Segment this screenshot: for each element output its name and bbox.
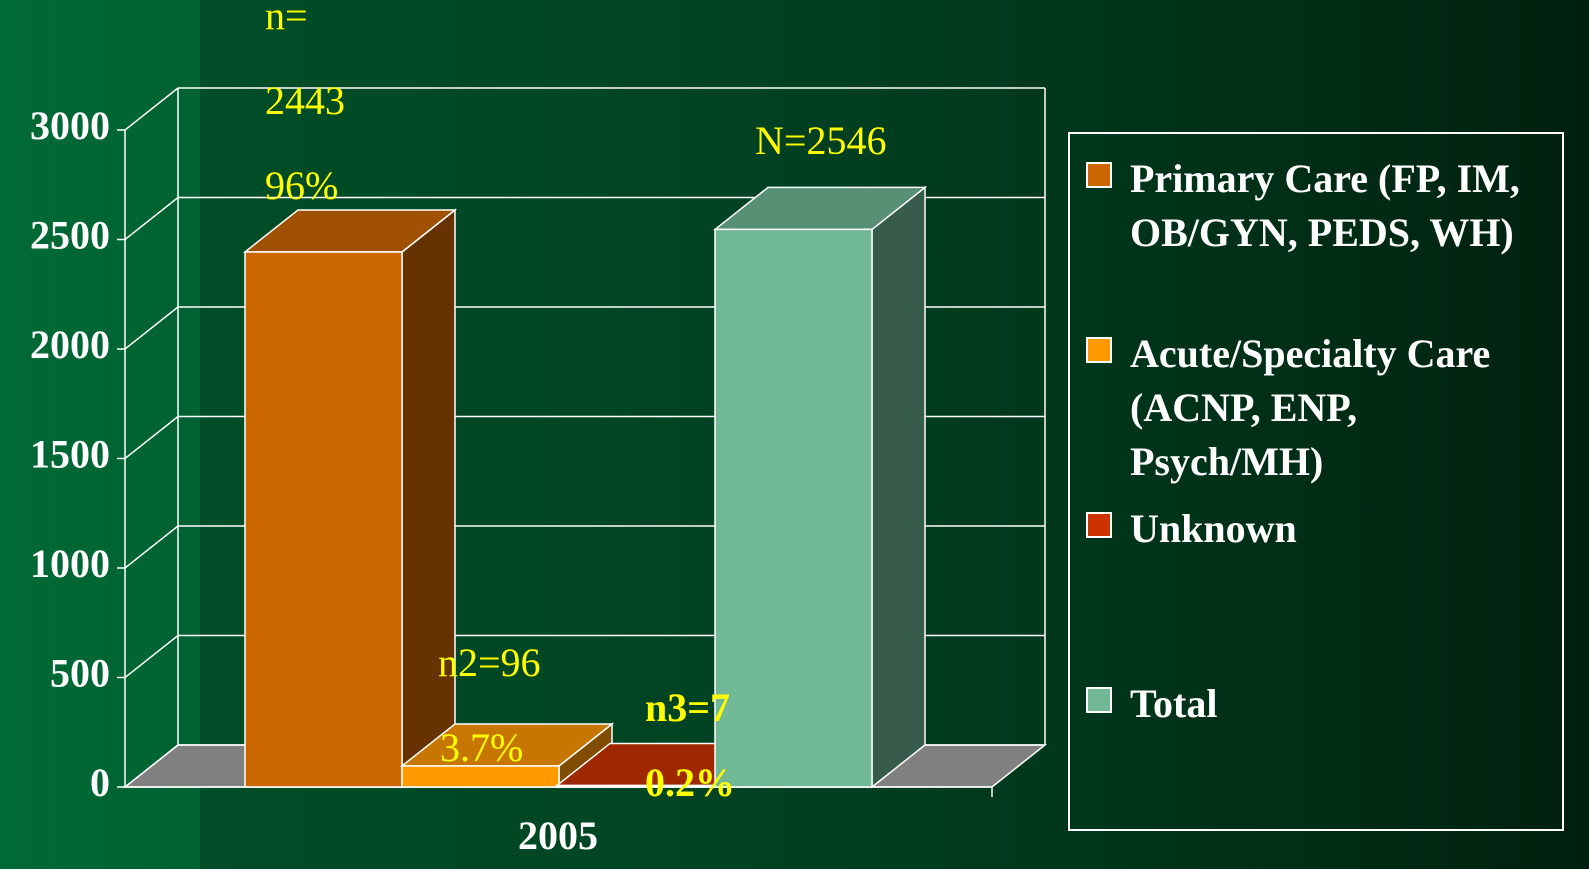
- y-tick-label: 1500: [30, 432, 110, 477]
- x-tick-label: 2005: [518, 813, 598, 858]
- bar: [714, 228, 873, 788]
- bar: [401, 765, 560, 788]
- legend-swatch: [1086, 162, 1112, 188]
- y-tick-label: 2000: [30, 322, 110, 367]
- legend-label: Primary Care (FP, IM, OB/GYN, PEDS, WH): [1130, 156, 1520, 255]
- legend-swatch: [1086, 512, 1112, 538]
- grid-line: [124, 196, 179, 241]
- grid-line: [124, 415, 179, 460]
- y-tick-label: 0: [90, 760, 110, 805]
- y-tick-label: 2500: [30, 213, 110, 258]
- bar-side: [401, 208, 456, 789]
- legend-swatch: [1086, 687, 1112, 713]
- bar-side: [871, 185, 926, 789]
- bar: [556, 784, 715, 788]
- grid-line: [124, 744, 179, 788]
- data-label: n3=7: [645, 685, 730, 730]
- data-label: n2=96: [438, 640, 541, 685]
- grid-line: [124, 525, 179, 569]
- data-label: n=: [265, 0, 308, 38]
- legend: Primary Care (FP, IM, OB/GYN, PEDS, WH) A…: [1068, 132, 1564, 831]
- legend-label: Unknown: [1130, 506, 1297, 551]
- data-label: 0.2%: [645, 760, 735, 805]
- data-label: 96%: [265, 163, 338, 208]
- legend-swatch: [1086, 337, 1112, 363]
- legend-label: Total: [1130, 681, 1218, 726]
- data-label: N=2546: [755, 118, 886, 163]
- legend-label: Acute/Specialty Care (ACNP, ENP, Psych/M…: [1130, 331, 1491, 484]
- data-label: 3.7%: [440, 725, 523, 770]
- grid-line: [124, 634, 179, 679]
- data-label: 2443: [265, 78, 345, 123]
- y-tick-label: 3000: [30, 103, 110, 148]
- y-tick-label: 500: [50, 651, 110, 696]
- grid-line: [124, 87, 179, 131]
- y-tick-label: 1000: [30, 541, 110, 586]
- grid-line: [124, 306, 179, 350]
- bar: [244, 251, 403, 788]
